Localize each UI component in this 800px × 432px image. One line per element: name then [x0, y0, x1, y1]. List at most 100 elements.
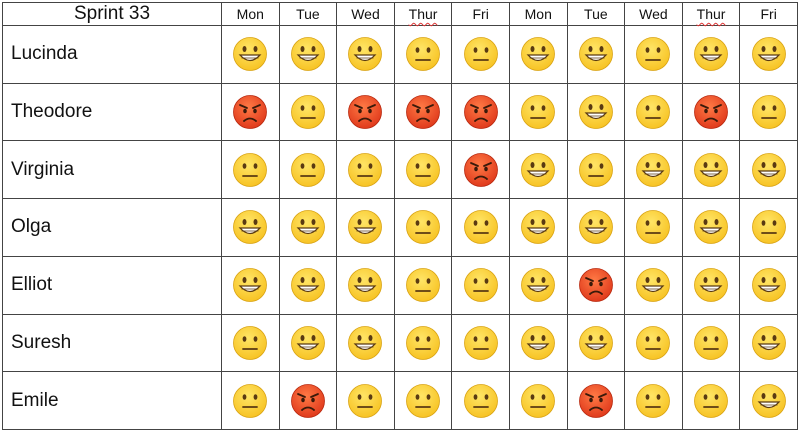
- grinning-face-icon: [751, 37, 786, 72]
- neutral-face-icon: [463, 383, 498, 418]
- neutral-face-icon: [636, 210, 671, 245]
- mood-cell: [508, 255, 568, 315]
- day-header: Wed: [336, 2, 395, 26]
- grinning-face-icon: [521, 152, 556, 187]
- mood-cell: [566, 371, 626, 430]
- day-label: Tue: [584, 6, 608, 22]
- day-header: Tue: [278, 2, 338, 26]
- mood-cell: [336, 313, 395, 373]
- mood-cell: [681, 313, 741, 373]
- mood-cell: [221, 82, 280, 142]
- mood-cell: [566, 82, 626, 142]
- grinning-face-icon: [578, 210, 613, 245]
- table-row: Emile: [2, 371, 798, 430]
- day-label: Mon: [236, 6, 264, 22]
- neutral-face-icon: [348, 152, 383, 187]
- mood-cell: [508, 140, 568, 200]
- neutral-face-icon: [233, 325, 268, 360]
- mood-cell: [393, 140, 453, 200]
- grinning-face-icon: [348, 37, 383, 72]
- mood-cell: [739, 82, 798, 142]
- mood-cell: [336, 25, 395, 84]
- sprint-title: Sprint 33: [2, 2, 222, 26]
- neutral-face-icon: [463, 37, 498, 72]
- neutral-face-icon: [463, 325, 498, 360]
- neutral-face-icon: [694, 325, 728, 360]
- day-label: Wed: [351, 6, 380, 22]
- member-name: Virginia: [2, 140, 222, 200]
- grinning-face-icon: [290, 268, 325, 303]
- mood-cell: [336, 255, 395, 315]
- angry-face-icon: [348, 95, 383, 129]
- mood-cell: [739, 371, 798, 430]
- mood-cell: [566, 25, 626, 84]
- mood-cell: [393, 25, 453, 84]
- neutral-face-icon: [751, 210, 786, 245]
- angry-face-icon: [463, 152, 498, 187]
- grinning-face-icon: [348, 325, 383, 360]
- angry-face-icon: [578, 383, 613, 418]
- neutral-face-icon: [694, 383, 728, 418]
- neutral-face-icon: [406, 37, 440, 72]
- angry-face-icon: [463, 95, 498, 129]
- table-row: Lucinda: [2, 25, 798, 84]
- grinning-face-icon: [694, 268, 728, 303]
- neutral-face-icon: [406, 268, 440, 303]
- mood-cell: [393, 198, 453, 257]
- mood-cell: [739, 198, 798, 257]
- mood-cell: [681, 198, 741, 257]
- mood-cell: [624, 371, 683, 430]
- mood-cell: [508, 313, 568, 373]
- day-header: Thur: [393, 2, 453, 26]
- mood-cell: [681, 25, 741, 84]
- mood-cell: [221, 371, 280, 430]
- mood-cell: [624, 313, 683, 373]
- mood-cell: [739, 313, 798, 373]
- neutral-face-icon: [521, 383, 556, 418]
- grinning-face-icon: [290, 37, 325, 72]
- neutral-face-icon: [636, 383, 671, 418]
- grinning-face-icon: [233, 210, 268, 245]
- table-row: Elliot: [2, 255, 798, 315]
- angry-face-icon: [694, 95, 728, 129]
- day-header: Wed: [624, 2, 683, 26]
- neutral-face-icon: [406, 383, 440, 418]
- mood-cell: [451, 140, 510, 200]
- mood-cell: [508, 25, 568, 84]
- day-label: Tue: [296, 6, 320, 22]
- neutral-face-icon: [636, 37, 671, 72]
- mood-cell: [278, 371, 338, 430]
- grinning-face-icon: [290, 325, 325, 360]
- neutral-face-icon: [233, 383, 268, 418]
- mood-cell: [278, 198, 338, 257]
- mood-cell: [681, 371, 741, 430]
- member-name: Suresh: [2, 313, 222, 373]
- mood-cell: [566, 198, 626, 257]
- mood-cell: [278, 313, 338, 373]
- mood-cell: [393, 313, 453, 373]
- mood-cell: [681, 82, 741, 142]
- grinning-face-icon: [348, 268, 383, 303]
- mood-cell: [739, 140, 798, 200]
- neutral-face-icon: [406, 152, 440, 187]
- day-label: Thur: [696, 6, 726, 22]
- member-name: Elliot: [2, 255, 222, 315]
- grinning-face-icon: [636, 268, 671, 303]
- neutral-face-icon: [751, 95, 786, 129]
- grinning-face-icon: [694, 210, 728, 245]
- angry-face-icon: [578, 268, 613, 303]
- grinning-face-icon: [521, 325, 556, 360]
- grinning-face-icon: [348, 210, 383, 245]
- mood-cell: [624, 255, 683, 315]
- grinning-face-icon: [233, 268, 268, 303]
- neutral-face-icon: [636, 95, 671, 129]
- mood-cell: [451, 255, 510, 315]
- mood-cell: [566, 255, 626, 315]
- neutral-face-icon: [521, 95, 556, 129]
- mood-cell: [336, 82, 395, 142]
- grinning-face-icon: [694, 152, 728, 187]
- table-row: Suresh: [2, 313, 798, 373]
- mood-cell: [624, 140, 683, 200]
- grinning-face-icon: [636, 152, 671, 187]
- grinning-face-icon: [751, 325, 786, 360]
